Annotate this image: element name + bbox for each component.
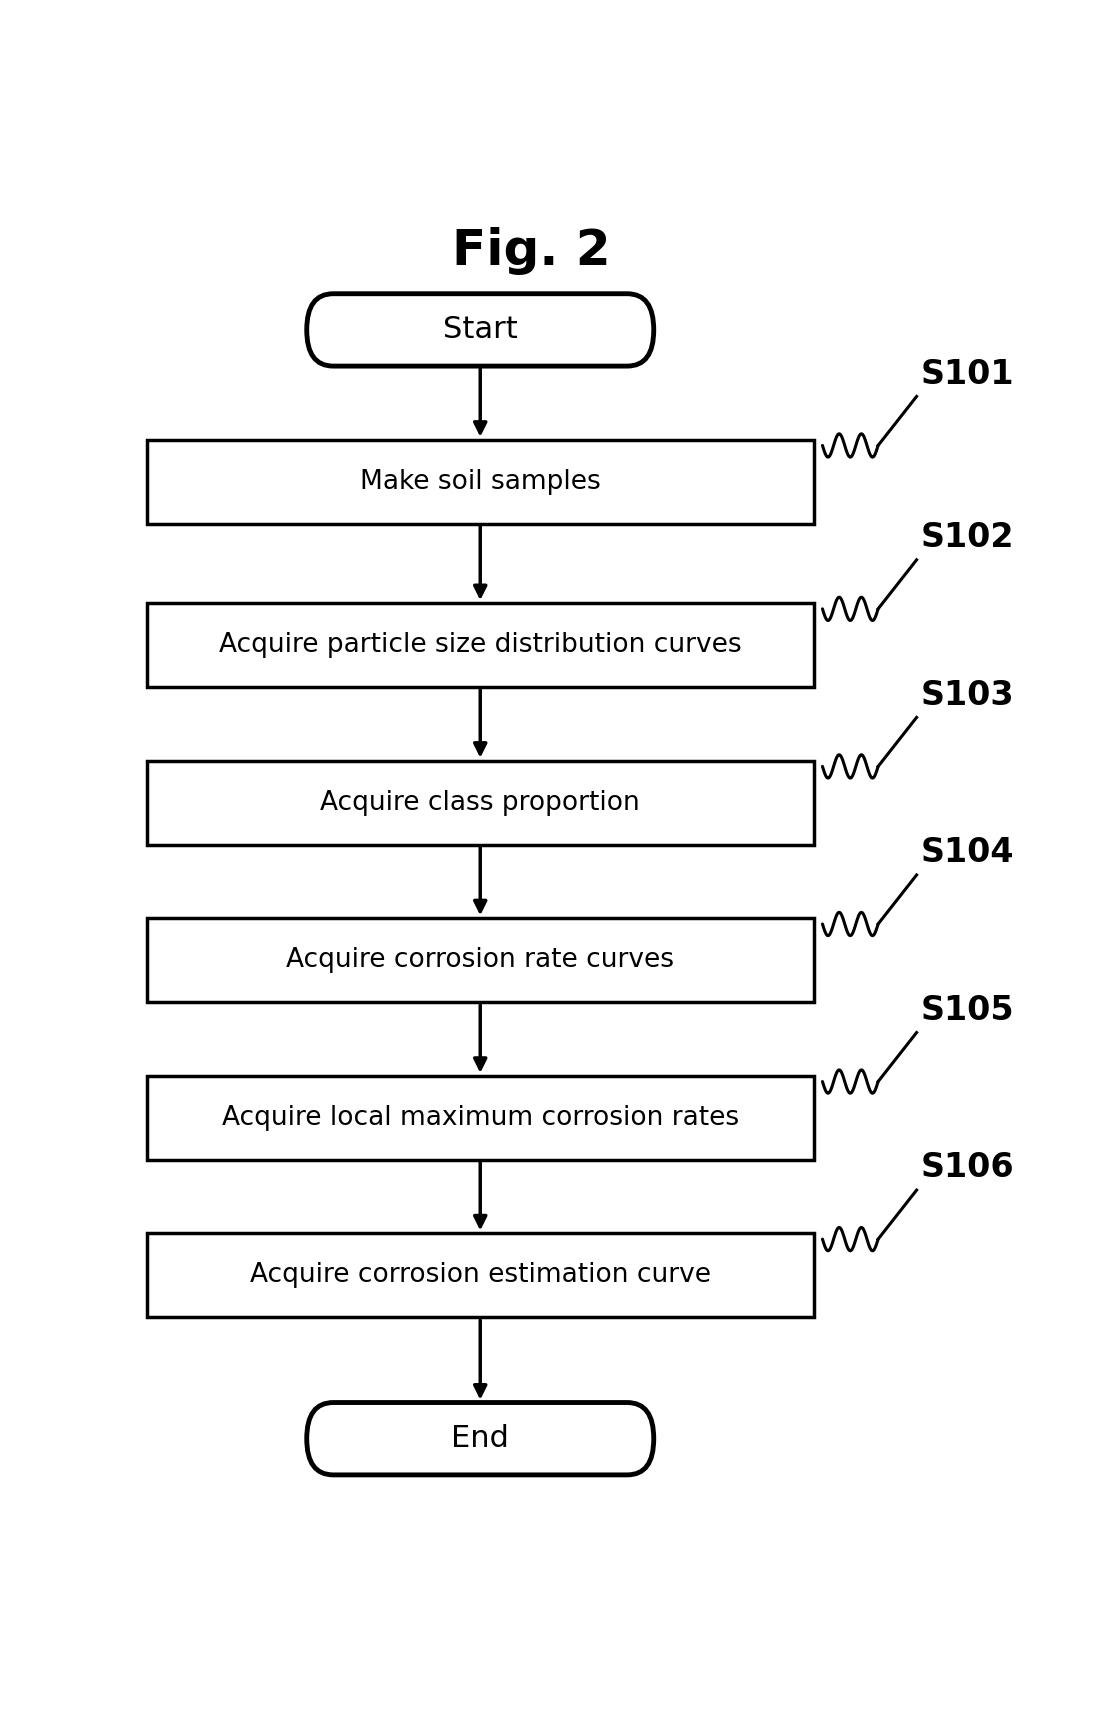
Text: Make soil samples: Make soil samples [360,468,601,494]
Bar [147,439,814,524]
Text: End: End [452,1424,509,1453]
Bar [147,760,814,845]
Bar [147,603,814,688]
Text: Acquire local maximum corrosion rates: Acquire local maximum corrosion rates [222,1104,739,1130]
Bar [147,1077,814,1159]
Text: S103: S103 [921,679,1015,712]
Text: S102: S102 [921,522,1015,555]
Text: Acquire class proportion: Acquire class proportion [320,790,640,816]
Text: S101: S101 [921,358,1015,391]
Text: Acquire particle size distribution curves: Acquire particle size distribution curve… [219,632,742,658]
FancyBboxPatch shape [307,294,654,366]
Bar [147,918,814,1002]
Text: Start: Start [443,316,518,344]
Text: Acquire corrosion estimation curve: Acquire corrosion estimation curve [250,1263,711,1289]
Text: S106: S106 [921,1151,1015,1184]
FancyBboxPatch shape [307,1403,654,1476]
Bar [147,1234,814,1317]
Text: Fig. 2: Fig. 2 [453,228,611,275]
Text: S105: S105 [921,994,1015,1026]
Text: Acquire corrosion rate curves: Acquire corrosion rate curves [286,947,675,973]
Text: S104: S104 [921,836,1015,869]
